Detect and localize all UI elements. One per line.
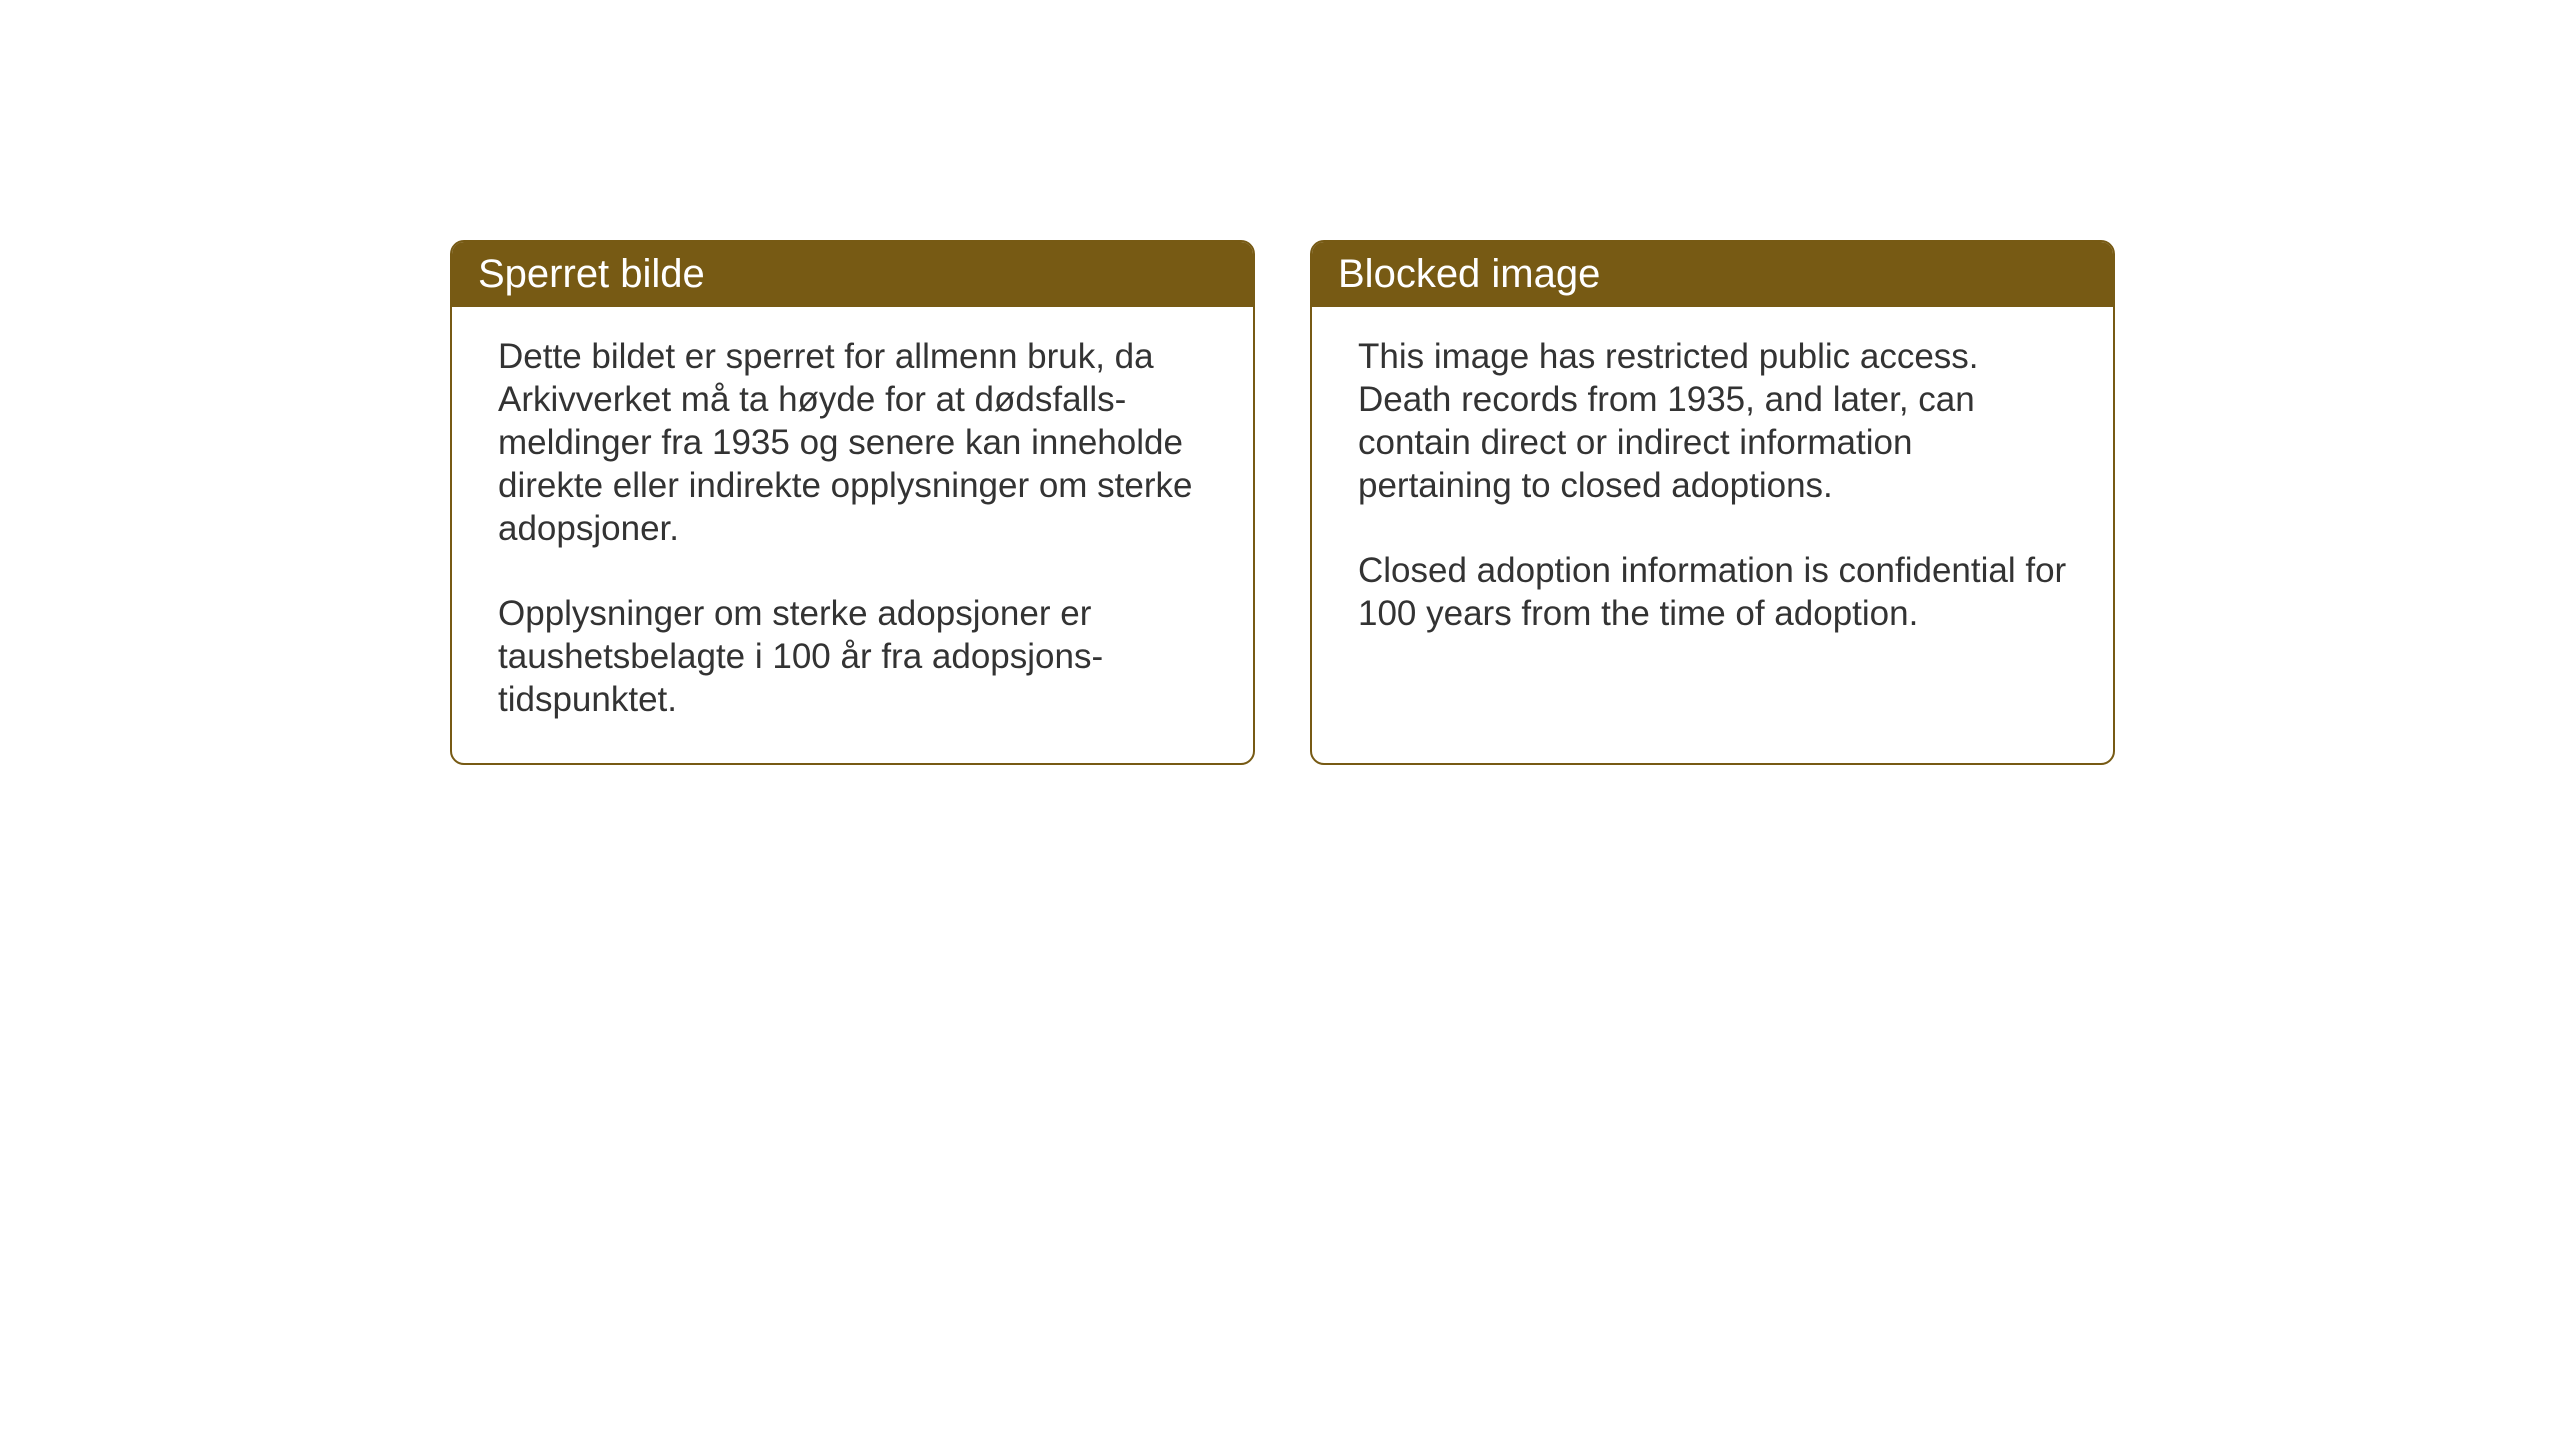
card-paragraph-2-english: Closed adoption information is confident… <box>1358 549 2073 635</box>
card-title-norwegian: Sperret bilde <box>478 252 705 296</box>
card-body-english: This image has restricted public access.… <box>1312 307 2113 677</box>
card-title-english: Blocked image <box>1338 252 1600 296</box>
notice-card-english: Blocked image This image has restricted … <box>1310 240 2115 765</box>
notice-container: Sperret bilde Dette bildet er sperret fo… <box>450 240 2115 765</box>
card-body-norwegian: Dette bildet er sperret for allmenn bruk… <box>452 307 1253 763</box>
card-header-norwegian: Sperret bilde <box>452 242 1253 307</box>
notice-card-norwegian: Sperret bilde Dette bildet er sperret fo… <box>450 240 1255 765</box>
card-paragraph-1-norwegian: Dette bildet er sperret for allmenn bruk… <box>498 335 1213 550</box>
card-paragraph-1-english: This image has restricted public access.… <box>1358 335 2073 507</box>
card-header-english: Blocked image <box>1312 242 2113 307</box>
card-paragraph-2-norwegian: Opplysninger om sterke adopsjoner er tau… <box>498 592 1213 721</box>
